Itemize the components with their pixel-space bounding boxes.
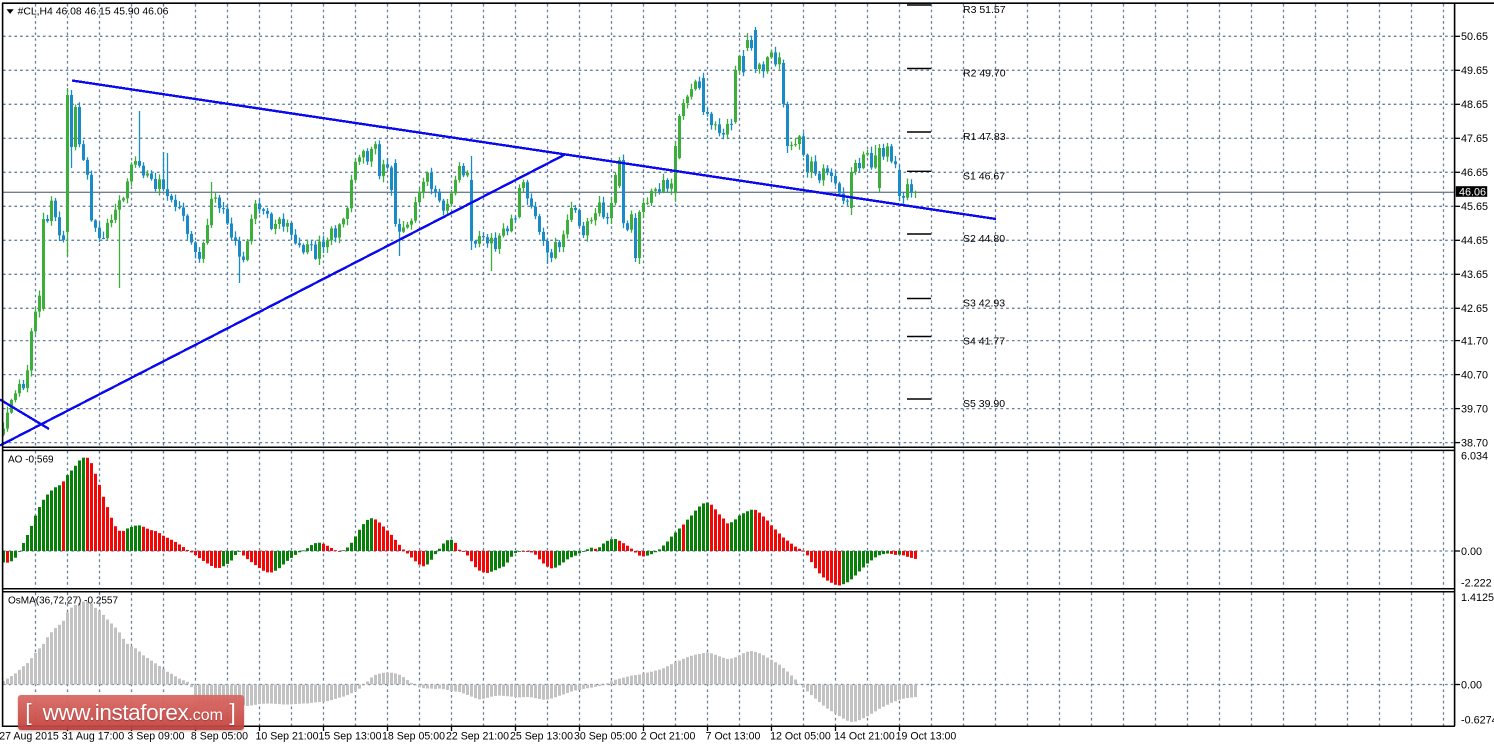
svg-text:6.034: 6.034	[1461, 450, 1488, 462]
svg-text:43.65: 43.65	[1461, 269, 1488, 281]
svg-text:38.70: 38.70	[1461, 437, 1488, 449]
svg-text:42.65: 42.65	[1461, 303, 1488, 315]
svg-text:46.65: 46.65	[1461, 167, 1488, 179]
svg-text:R3 51.57: R3 51.57	[963, 4, 1006, 16]
svg-text:S1 46.67: S1 46.67	[963, 171, 1005, 183]
svg-text:S4 41.77: S4 41.77	[963, 336, 1005, 348]
svg-text:S2 44.80: S2 44.80	[963, 233, 1005, 245]
svg-text:14 Oct 21:00: 14 Oct 21:00	[834, 731, 895, 743]
svg-text:22 Sep 21:00: 22 Sep 21:00	[446, 731, 509, 743]
svg-text:18 Sep 05:00: 18 Sep 05:00	[382, 731, 445, 743]
svg-text:0.00: 0.00	[1461, 546, 1482, 558]
svg-text:39.70: 39.70	[1461, 403, 1488, 415]
svg-text:41.70: 41.70	[1461, 335, 1488, 347]
svg-text:S3 42.93: S3 42.93	[963, 298, 1005, 310]
svg-text:0.00: 0.00	[1461, 679, 1482, 691]
svg-text:48.65: 48.65	[1461, 99, 1488, 111]
svg-text:1.4125: 1.4125	[1461, 592, 1494, 604]
svg-text:OsMA(36,72,27) -0.2557: OsMA(36,72,27) -0.2557	[8, 596, 118, 607]
svg-text:12 Oct 05:00: 12 Oct 05:00	[770, 731, 831, 743]
svg-text:44.65: 44.65	[1461, 235, 1488, 247]
svg-text:2 Oct 21:00: 2 Oct 21:00	[641, 731, 696, 743]
svg-text:-0.6274: -0.6274	[1461, 714, 1494, 726]
svg-text:7 Oct 13:00: 7 Oct 13:00	[706, 731, 761, 743]
svg-text:49.65: 49.65	[1461, 65, 1488, 77]
svg-text:15 Sep 13:00: 15 Sep 13:00	[318, 731, 381, 743]
svg-text:40.70: 40.70	[1461, 369, 1488, 381]
svg-text:#CL,H4 46.08 46.15 45.90 46.0: #CL,H4 46.08 46.15 45.90 46.06	[18, 7, 169, 18]
svg-text:S5 39.90: S5 39.90	[963, 398, 1005, 410]
svg-text:31 Aug 17:00: 31 Aug 17:00	[62, 731, 125, 743]
svg-text:27 Aug 2015: 27 Aug 2015	[0, 731, 59, 743]
svg-text:R1 47.83: R1 47.83	[963, 131, 1006, 143]
svg-text:-2.222: -2.222	[1461, 577, 1492, 589]
svg-text:AO -0.569: AO -0.569	[8, 455, 54, 466]
svg-text:25 Sep 13:00: 25 Sep 13:00	[510, 731, 573, 743]
svg-text:46.06: 46.06	[1459, 186, 1486, 198]
svg-text:45.65: 45.65	[1461, 201, 1488, 213]
svg-text:50.65: 50.65	[1461, 31, 1488, 43]
svg-text:8 Sep 05:00: 8 Sep 05:00	[191, 731, 248, 743]
svg-text:10 Sep 21:00: 10 Sep 21:00	[255, 731, 318, 743]
svg-text:30 Sep 05:00: 30 Sep 05:00	[574, 731, 637, 743]
svg-text:R2 49.70: R2 49.70	[963, 68, 1006, 80]
svg-text:47.65: 47.65	[1461, 133, 1488, 145]
svg-text:19 Oct 13:00: 19 Oct 13:00	[896, 731, 957, 743]
svg-text:3 Sep 09:00: 3 Sep 09:00	[127, 731, 184, 743]
